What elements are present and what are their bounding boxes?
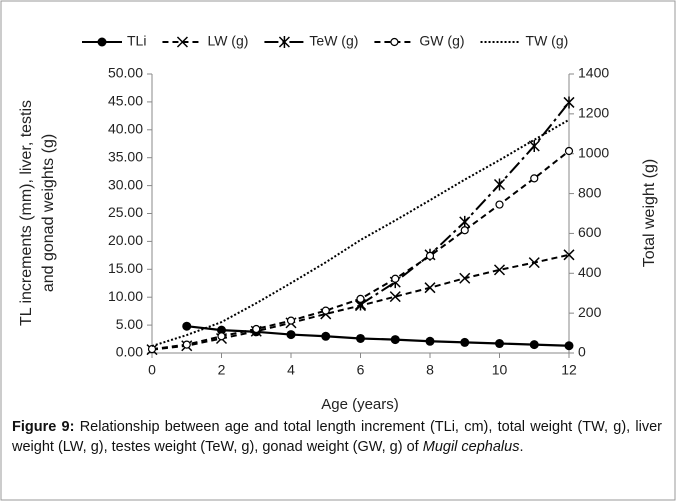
marker — [495, 200, 504, 209]
legend-label: TW (g) — [526, 33, 569, 49]
y-tick-label: 0.00 — [116, 344, 143, 360]
x-tick-label: 8 — [426, 362, 434, 378]
y-tick-label: 20.00 — [108, 232, 143, 248]
y-tick-label: 40.00 — [108, 121, 143, 137]
marker — [286, 316, 296, 325]
marker — [356, 294, 365, 303]
y2-tick-label: 1000 — [578, 144, 609, 160]
marker — [563, 96, 575, 109]
y-axis-title: TL increments (mm), liver, testis and go… — [18, 100, 57, 326]
marker — [564, 146, 574, 156]
marker — [493, 178, 506, 191]
marker — [182, 340, 191, 349]
series-line — [151, 118, 570, 347]
marker — [252, 324, 261, 334]
y-tick-label: 50.00 — [108, 65, 143, 81]
y-tick-label: 45.00 — [108, 93, 143, 109]
marker — [182, 321, 192, 331]
x-tick-label: 10 — [492, 362, 508, 378]
marker — [459, 272, 471, 284]
y2-tick-label: 1200 — [578, 105, 609, 121]
y-tick-label: 10.00 — [108, 288, 143, 304]
x-tick-label: 0 — [148, 362, 156, 378]
caption-text: Relationship between age and total lengt… — [12, 419, 663, 455]
x-tick-label: 12 — [561, 362, 577, 378]
legend-label: TLi — [127, 33, 146, 49]
marker — [217, 325, 226, 335]
marker — [460, 226, 469, 235]
marker — [529, 340, 539, 350]
legend-label: TeW (g) — [309, 33, 358, 49]
marker — [356, 333, 365, 343]
caption-label: Figure 9: — [12, 419, 75, 435]
marker — [391, 274, 400, 283]
y2-tick-label: 600 — [578, 224, 602, 240]
marker — [495, 339, 504, 349]
legend-marker — [278, 36, 290, 48]
y2-tick-label: 0 — [578, 344, 586, 360]
y2-axis-title: Total weight (g) — [641, 159, 658, 268]
y-axis-title-line: TL increments (mm), liver, testis — [18, 100, 35, 326]
y-tick-label: 5.00 — [116, 316, 143, 332]
marker — [425, 336, 435, 346]
marker — [286, 330, 296, 340]
y2-tick-label: 800 — [578, 184, 602, 200]
marker — [321, 331, 331, 341]
marker — [563, 249, 575, 261]
y-tick-label: 35.00 — [108, 148, 143, 164]
marker — [217, 332, 226, 341]
y-axis-title-line: and gonad weights (g) — [40, 134, 57, 292]
marker — [390, 335, 400, 345]
marker — [460, 337, 470, 347]
x-tick-label: 2 — [218, 362, 226, 378]
y2-tick-label: 400 — [578, 264, 602, 280]
marker — [493, 264, 506, 276]
y-tick-label: 30.00 — [108, 176, 143, 192]
marker — [528, 257, 540, 269]
marker — [321, 306, 330, 315]
x-tick-label: 4 — [287, 362, 295, 378]
legend-label: GW (g) — [419, 33, 464, 49]
marker — [530, 174, 539, 183]
marker — [564, 341, 574, 351]
legend-marker — [176, 36, 188, 48]
marker — [459, 215, 471, 228]
marker — [389, 291, 401, 303]
marker — [147, 344, 157, 354]
x-axis-title: Age (years) — [321, 396, 399, 413]
x-tick-label: 6 — [357, 362, 365, 378]
legend-label: LW (g) — [207, 33, 248, 49]
marker — [425, 251, 435, 261]
caption-species: Mugil cephalus — [422, 439, 520, 455]
y2-tick-label: 200 — [578, 304, 602, 320]
marker — [528, 139, 540, 152]
legend-marker — [390, 37, 399, 47]
y-tick-label: 25.00 — [108, 204, 143, 220]
y-tick-label: 15.00 — [108, 260, 143, 276]
caption: Figure 9: Relationship between age and t… — [12, 417, 662, 457]
y2-tick-label: 1400 — [578, 65, 609, 81]
legend-marker — [97, 37, 107, 47]
caption-end: . — [519, 439, 524, 455]
marker — [424, 282, 436, 294]
